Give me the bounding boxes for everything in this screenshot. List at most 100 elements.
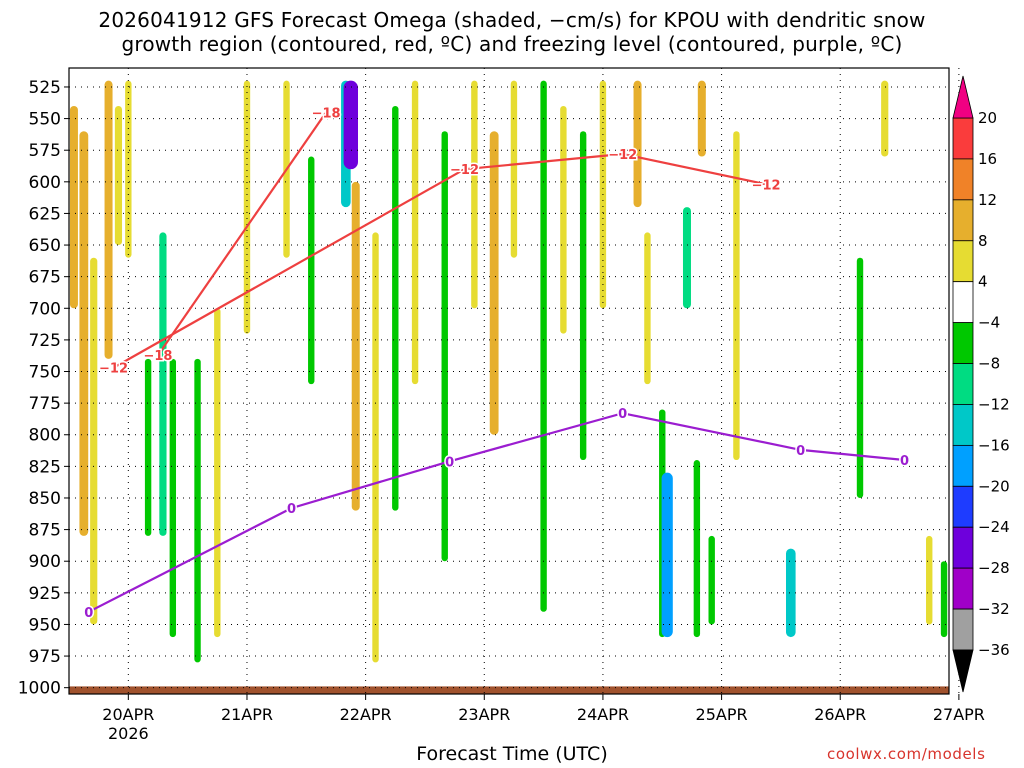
omega-cell-9 [194,358,201,663]
omega-cell-38 [856,257,864,498]
y-tick-label-700: 700 [29,299,61,319]
colorbar-box-6 [952,363,974,405]
y-tick-label-900: 900 [29,552,61,572]
x-tick-label-23APR: 23APR [458,705,510,724]
contour-label--12-3: −12 [752,178,781,193]
x-tick-label-22APR: 22APR [340,705,392,724]
ground-surface [69,686,949,694]
colorbar-box-2 [952,199,974,242]
x-tick-label-20APR: 20APR [102,705,154,724]
contour-label--18-1: −18 [143,349,172,364]
colorbar-label-20: 20 [978,109,997,127]
omega-cell-3 [104,80,113,359]
contour-label-0-2: 0 [445,455,454,470]
omega-cell-22 [489,131,499,435]
y-tick-label-875: 875 [29,521,61,541]
chart-title-line-1: 2026041912 GFS Forecast Omega (shaded, −… [98,8,926,32]
omega-cell-17 [372,232,379,663]
contour-label--12-0: −12 [99,362,128,377]
omega-cell-31 [661,472,673,638]
omega-cell-39 [881,80,889,157]
colorbar-label--12: −12 [978,395,1010,413]
omega-cell-5 [125,80,132,258]
contour-label--12-1: −12 [450,163,479,178]
plot-frame [68,67,950,695]
y-tick-label-600: 600 [29,173,61,193]
colorbar-box-1 [952,158,974,201]
colorbar-label--32: −32 [978,600,1010,618]
omega-cell-1 [79,131,89,536]
y-tick-label-1000: 1000 [18,679,61,699]
omega-cell-28 [633,80,642,208]
contour-label-0-5: 0 [900,454,909,469]
omega-cell-10 [214,308,221,638]
colorbar-box-12 [952,608,974,651]
omega-cell-21 [471,80,478,309]
y-tick-label-675: 675 [29,268,61,288]
colorbar-box-3 [952,240,974,283]
x-axis: 20APR 21APR 22APR 23APR 24APR 25APR 26APR 27APR… [102,694,985,743]
omega-cell-23 [510,80,518,258]
x-tick-label-21APR: 21APR [221,705,273,724]
omega-cell-34 [697,80,706,157]
credit-text: coolwx.com/models [827,745,986,763]
omega-cell-41 [940,561,948,638]
omega-cell-15 [343,80,358,170]
omega-cell-16 [351,181,360,511]
colorbar-label--24: −24 [978,518,1010,536]
contour-label--12-2: −12 [608,148,637,163]
colorbar-label-12: 12 [978,191,997,209]
contour-line--18 [157,111,328,356]
x-tick-label-26APR: 26APR [814,705,866,724]
y-tick-label-925: 925 [29,584,61,604]
omega-cell-35 [708,535,715,625]
contour-lines [88,111,905,613]
colorbar-bottom-arrow [952,649,974,693]
y-tick-label-725: 725 [29,331,61,351]
omega-cell-6 [144,358,152,536]
omega-cell-0 [69,105,78,309]
contour-line-0 [88,412,905,613]
colorbar-label--28: −28 [978,559,1010,577]
colorbar: 20 16 12 8 4 −4 −8 −12 −16 −20 −24 −28 −32 −36 [952,75,1010,693]
y-tick-label-775: 775 [29,394,61,414]
contour-label--18-0: −18 [312,106,341,121]
colorbar-label--20: −20 [978,477,1010,495]
omega-shading [69,80,948,663]
omega-cell-33 [693,460,701,638]
colorbar-box-0 [952,117,974,160]
omega-cell-2 [90,257,98,625]
x-tick-label-27APR: 27APR [933,705,985,724]
y-axis: 525 550 575 600 625 650 675 700 725 750 775 800 825 8… [18,78,69,699]
omega-cell-36 [733,131,740,461]
colorbar-box-5 [952,322,974,364]
omega-cell-4 [114,105,123,246]
x-year-label: 2026 [108,724,149,743]
omega-cell-25 [560,105,567,334]
omega-cell-19 [411,80,419,385]
y-tick-label-800: 800 [29,426,61,446]
colorbar-label--16: −16 [978,436,1010,454]
y-tick-label-525: 525 [29,78,61,98]
omega-cell-32 [682,207,691,309]
x-tick-label-24APR: 24APR [577,705,629,724]
contour-label-0-0: 0 [84,606,93,621]
y-tick-label-950: 950 [29,615,61,635]
colorbar-top-arrow [952,75,974,119]
y-tick-label-750: 750 [29,363,61,383]
omega-cell-20 [441,131,448,562]
omega-cell-37 [785,548,796,638]
ground-strip [69,686,949,694]
colorbar-label--4: −4 [978,314,1000,332]
colorbar-label-8: 8 [978,232,988,250]
colorbar-box-7 [952,404,974,446]
y-tick-label-825: 825 [29,457,61,477]
y-tick-label-575: 575 [29,141,61,161]
colorbar-label--36: −36 [978,641,1010,659]
omega-cell-11 [243,80,251,334]
colorbar-box-4 [952,281,974,324]
contour-label-0-3: 0 [618,407,627,422]
omega-cell-24 [540,80,547,612]
contour-label-0-1: 0 [287,502,296,517]
